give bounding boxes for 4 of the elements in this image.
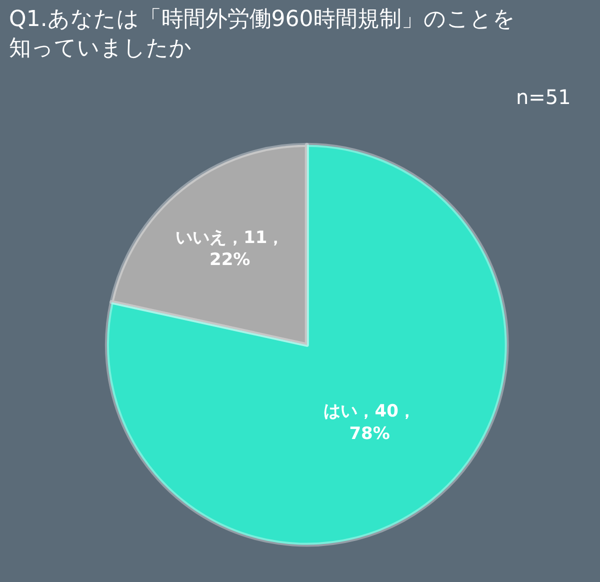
slice-label: いいえ，11， 22% (176, 228, 284, 270)
chart-title: Q1.あなたは「時間外労働960時間規制」のことを知っていましたか (9, 7, 516, 61)
text: n=51 (516, 85, 571, 109)
slice-label: はい，40， 78% (324, 402, 416, 444)
